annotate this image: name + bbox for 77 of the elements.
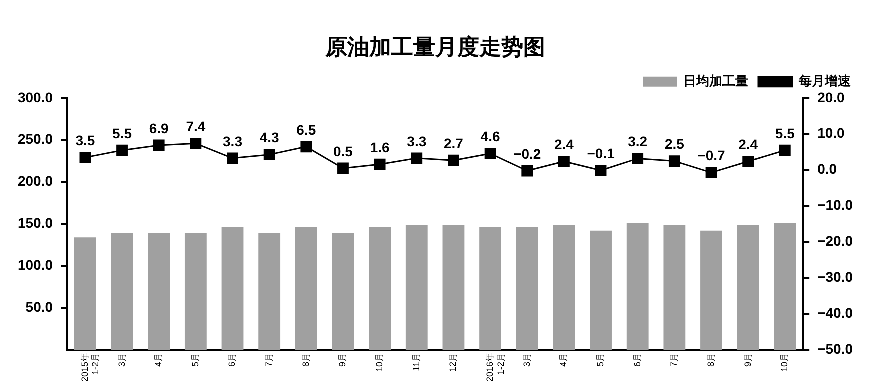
y2-tick-label: 10.0 <box>818 125 846 142</box>
data-label: 1.6 <box>370 139 390 156</box>
point <box>706 167 718 178</box>
x-tick-label: 9月 <box>742 352 753 367</box>
x-tick-label: 8月 <box>300 352 311 367</box>
point <box>338 162 349 174</box>
point <box>300 141 312 153</box>
y2-tick-label: −10.0 <box>818 197 854 214</box>
legend-label: 日均加工量 <box>684 73 748 88</box>
point <box>116 144 128 156</box>
y-tick-label: 100.0 <box>18 256 54 273</box>
point <box>80 152 92 164</box>
x-tick-label: 3月 <box>522 352 532 367</box>
data-label: 4.6 <box>480 128 500 145</box>
x-tick-label: 3月 <box>116 352 127 367</box>
point <box>190 138 202 150</box>
data-label: 2.4 <box>554 136 574 153</box>
point <box>153 140 165 152</box>
data-label: 3.2 <box>628 134 648 150</box>
y2-tick-label: −30.0 <box>818 268 854 285</box>
point <box>484 148 496 160</box>
y2-tick-label: −20.0 <box>818 233 854 250</box>
x-tick-label: 4月 <box>558 352 569 367</box>
y2-tick-label: 20.0 <box>818 89 846 106</box>
point <box>742 156 754 168</box>
y-tick-label: 150.0 <box>18 215 54 232</box>
legend-label: 每月增速 <box>798 73 852 88</box>
y-tick-label: 50.0 <box>26 298 54 315</box>
data-label: 5.5 <box>112 125 132 142</box>
data-label: −0.1 <box>587 146 616 162</box>
y-tick-label: 200.0 <box>18 173 54 190</box>
x-tick-label: 9月 <box>338 352 348 367</box>
x-tick-label: 5月 <box>596 352 606 367</box>
x-tick-label: 12月 <box>448 352 458 372</box>
y2-tick-label: −50.0 <box>818 340 854 357</box>
x-tick-label: 7月 <box>264 352 274 367</box>
x-tick-label: 2015年 1-2月 <box>80 352 101 382</box>
x-tick-label: 10月 <box>374 352 385 372</box>
x-tick-label: 5月 <box>190 352 200 367</box>
data-label: 2.4 <box>738 136 758 153</box>
data-label: 4.3 <box>260 130 280 146</box>
x-tick-label: 6月 <box>632 352 642 367</box>
x-tick-label: 7月 <box>669 352 680 367</box>
y-tick-label: 300.0 <box>18 89 54 106</box>
data-label: −0.7 <box>698 148 726 164</box>
point <box>668 156 680 167</box>
x-tick-label: 8月 <box>706 352 716 367</box>
data-label: 6.9 <box>149 120 170 136</box>
y-tick-label: 250.0 <box>18 131 54 148</box>
data-label: 3.5 <box>76 132 96 149</box>
point <box>227 152 238 164</box>
data-label: 7.4 <box>186 118 206 135</box>
chart-title: 原油加工量月度走势图 <box>324 34 546 60</box>
point <box>632 153 644 164</box>
point <box>522 165 534 177</box>
x-tick-label: 10月 <box>780 352 790 372</box>
x-tick-label: 2016年 1-2月 <box>485 352 506 382</box>
data-label: 3.3 <box>223 133 243 150</box>
data-label: 5.5 <box>775 125 796 142</box>
point <box>558 156 570 168</box>
point <box>264 149 276 161</box>
point <box>779 144 791 156</box>
x-tick-label: 6月 <box>227 352 238 367</box>
point <box>595 164 607 176</box>
data-label: 3.3 <box>407 133 427 150</box>
data-label: −0.2 <box>514 146 542 162</box>
point <box>374 158 386 170</box>
point <box>448 154 460 166</box>
x-tick-label: 4月 <box>154 352 164 367</box>
y2-tick-label: 0.0 <box>818 161 838 178</box>
data-label: 2.7 <box>444 135 464 152</box>
data-label: 6.5 <box>296 122 316 138</box>
data-label: 2.5 <box>664 136 685 152</box>
data-label: 0.5 <box>334 143 354 160</box>
point <box>411 152 423 164</box>
x-tick-label: 11月 <box>411 352 422 372</box>
y2-tick-label: −40.0 <box>818 304 854 321</box>
